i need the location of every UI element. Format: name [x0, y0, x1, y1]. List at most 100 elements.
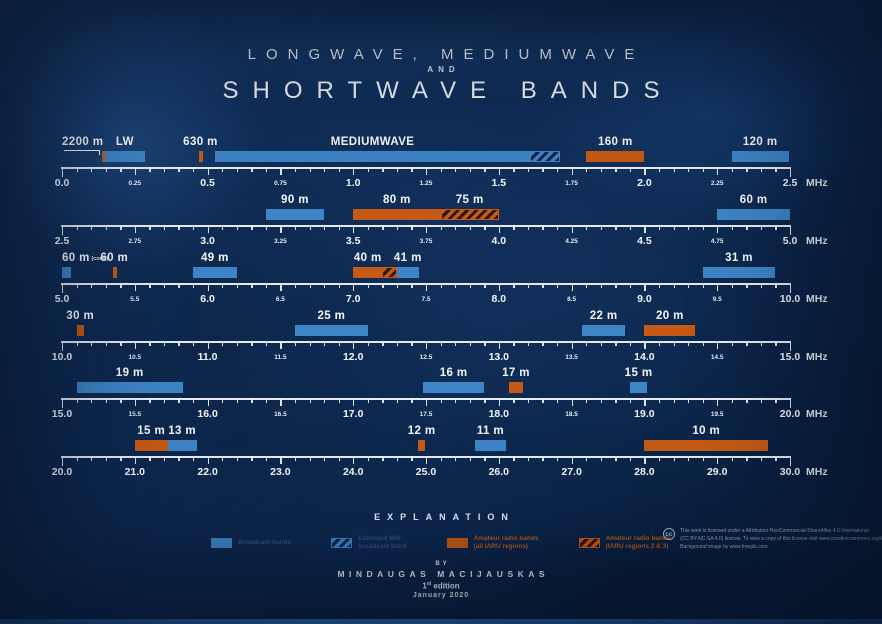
minor-tick	[120, 398, 122, 403]
minor-tick	[469, 283, 471, 288]
major-tick	[426, 456, 428, 464]
tick-label: 5.0	[782, 235, 798, 247]
major-tick	[571, 283, 573, 291]
minor-tick	[236, 225, 239, 230]
band-90-m	[265, 209, 325, 220]
tick-label: 10.0	[51, 351, 73, 363]
minor-tick	[760, 398, 763, 403]
minor-tick	[440, 398, 442, 403]
minor-tick	[178, 456, 180, 461]
band-40-m	[353, 267, 383, 278]
minor-tick	[775, 167, 777, 172]
minor-tick	[294, 167, 297, 172]
minor-tick	[673, 167, 675, 172]
major-tick	[207, 225, 209, 233]
tick-label: 2.5	[54, 235, 70, 247]
minor-tick	[586, 398, 588, 403]
minor-tick	[557, 225, 559, 230]
major-tick	[134, 398, 137, 406]
bottom-edge-texture	[0, 619, 882, 624]
band-mediumwave	[215, 151, 530, 162]
major-tick	[644, 341, 646, 349]
credits-author: MINDAUGAS MACIJAUSKAS	[337, 569, 550, 579]
major-tick	[62, 225, 64, 235]
minor-tick	[484, 225, 486, 230]
minor-tick	[688, 167, 690, 172]
tick-label: 11.0	[197, 351, 218, 363]
minor-tick	[382, 225, 384, 230]
minor-tick	[367, 456, 370, 461]
major-tick	[790, 225, 792, 235]
band-label-90-m: 90 m	[281, 194, 309, 206]
tick-label: 4.0	[491, 235, 507, 247]
minor-tick	[469, 225, 471, 230]
minor-tick	[149, 167, 151, 172]
unit-label-mhz: MHz	[806, 351, 828, 363]
minor-tick	[382, 398, 384, 403]
tick-label: 12.0	[342, 351, 364, 363]
minor-tick	[251, 456, 253, 461]
minor-tick	[702, 283, 704, 288]
minor-tick	[236, 341, 239, 346]
minor-tick	[586, 456, 588, 461]
tick-label: 17.5	[419, 411, 433, 418]
major-tick	[498, 167, 501, 175]
minor-tick	[163, 225, 166, 230]
tick-label: 16.0	[197, 408, 218, 420]
minor-tick	[193, 341, 195, 346]
minor-tick	[527, 456, 530, 461]
minor-tick	[396, 283, 399, 288]
minor-tick	[688, 283, 690, 288]
band-label-60-m: 60 m (cont.)	[62, 252, 109, 264]
minor-tick	[455, 456, 457, 461]
minor-tick	[294, 283, 297, 288]
band-120-m	[731, 151, 789, 162]
band-label-30-m: 30 m	[66, 310, 95, 322]
major-tick	[280, 456, 282, 464]
minor-tick	[746, 225, 748, 230]
minor-tick	[294, 398, 297, 403]
minor-tick	[455, 225, 457, 230]
major-tick	[207, 456, 209, 464]
minor-tick	[688, 398, 690, 403]
minor-tick	[542, 341, 544, 346]
minor-tick	[615, 398, 617, 403]
minor-tick	[760, 341, 763, 346]
minor-tick	[658, 341, 661, 346]
minor-tick	[746, 456, 748, 461]
band-label-11-m: 11 m	[476, 425, 505, 437]
minor-tick	[338, 225, 340, 230]
title-line-1: LONGWAVE, MEDIUMWAVE	[247, 46, 645, 63]
title-line-2: AND	[427, 65, 460, 74]
minor-tick	[615, 456, 617, 461]
minor-tick	[484, 283, 486, 288]
broadcast-swatch-icon	[211, 538, 233, 549]
major-tick	[353, 167, 355, 175]
minor-tick	[120, 225, 122, 230]
minor-tick	[396, 398, 399, 403]
license-block: cc This work is licensed under a Attribu…	[663, 528, 882, 551]
minor-tick	[469, 456, 471, 461]
major-tick	[790, 167, 792, 177]
minor-tick	[615, 341, 617, 346]
major-tick	[280, 398, 282, 406]
minor-tick	[775, 456, 777, 461]
minor-tick	[163, 456, 166, 461]
tick-label: 15.0	[51, 408, 73, 420]
unit-label-mhz: MHz	[806, 235, 828, 247]
band-15-m	[629, 382, 648, 393]
band-10-m	[644, 440, 769, 451]
band-label-40-m: 40 m	[353, 252, 382, 264]
minor-tick	[382, 456, 384, 461]
minor-tick	[193, 456, 195, 461]
tick-label: 16.5	[274, 411, 287, 418]
minor-tick	[469, 167, 471, 172]
minor-tick	[440, 225, 442, 230]
band-label-60-m: 60 m	[100, 252, 129, 264]
minor-tick	[149, 456, 151, 461]
tick-label: 5.5	[130, 296, 140, 303]
minor-tick	[702, 398, 704, 403]
minor-tick	[396, 225, 399, 230]
minor-tick	[775, 283, 777, 288]
minor-tick	[251, 283, 253, 288]
